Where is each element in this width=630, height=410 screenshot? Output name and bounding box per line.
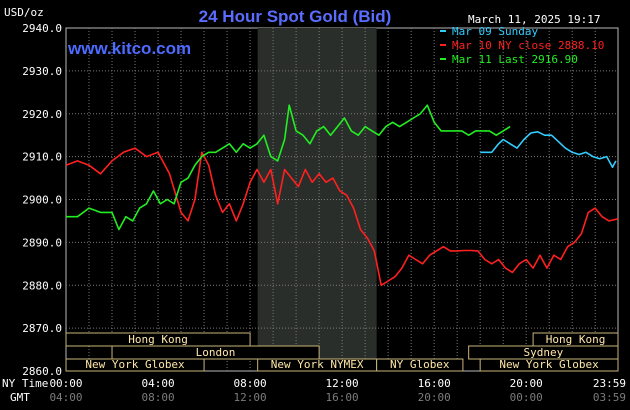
session-bar-bottom — [479, 358, 619, 372]
series-line-1 — [480, 131, 617, 169]
legend-label-series-2: Mar 10 NY close 2888.10 — [452, 39, 604, 52]
x-tick-label-ny: 23:59 — [593, 377, 626, 390]
x-tick-label-gmt: 00:00 — [510, 391, 543, 404]
legend-label-series-1: Mar 09 Sunday — [452, 25, 538, 38]
legend-swatch-series-1 — [440, 30, 446, 32]
legend-swatch-series-3 — [440, 58, 446, 60]
date-stamp: March 11, 2025 19:17 — [468, 13, 600, 26]
y-axis-labels: 2940.0 2930.0 2920.0 2910.0 2900.0 2890.0 2880… — [22, 22, 62, 378]
x-tick-label-ny: 04:00 — [141, 377, 174, 390]
session-bar-mid — [111, 345, 320, 360]
session-bar-bottom — [376, 358, 464, 372]
session-bar-bottom — [65, 358, 205, 372]
x-tick-label-gmt: 20:00 — [418, 391, 451, 404]
y-tick-label: 2910.0 — [22, 151, 62, 164]
session-label-top: Hong Kong — [128, 333, 188, 346]
price-series-lines — [65, 104, 619, 287]
y-tick-label: 2940.0 — [22, 22, 62, 35]
x-tick-label-ny: 16:00 — [418, 377, 451, 390]
x-axis-ny-time-label: NY Time — [2, 377, 48, 390]
x-tick-label-gmt: 12:00 — [234, 391, 267, 404]
session-label-bottom: New York Globex — [85, 358, 185, 371]
y-tick-label: 2930.0 — [22, 65, 62, 78]
x-axis-gmt-label: GMT — [10, 391, 30, 404]
series-line-3 — [66, 104, 511, 231]
x-tick-label-gmt: 03:59 — [593, 391, 626, 404]
y-tick-label: 2880.0 — [22, 279, 62, 292]
x-tick-label-ny: 00:00 — [49, 377, 82, 390]
session-label-bottom: NY Globex — [390, 358, 450, 371]
x-tick-label-ny: 20:00 — [510, 377, 543, 390]
y-tick-label: 2860.0 — [22, 365, 62, 378]
nymex-session-highlight — [257, 28, 377, 371]
y-tick-label: 2890.0 — [22, 236, 62, 249]
chart-title: 24 Hour Spot Gold (Bid) — [199, 7, 392, 26]
session-label-bottom: New York Globex — [499, 358, 599, 371]
session-label-mid: Sydney — [523, 346, 563, 359]
legend-swatch-series-2 — [440, 44, 446, 46]
series-line-2 — [65, 147, 619, 287]
y-axis-unit-label: USD/oz — [4, 6, 44, 19]
x-tick-label-gmt: 04:00 — [49, 391, 82, 404]
x-tick-label-ny: 08:00 — [234, 377, 267, 390]
session-label-bottom: New York NYMEX — [271, 358, 364, 371]
chart-legend: Mar 09 Sunday Mar 10 NY close 2888.10 Ma… — [440, 25, 604, 66]
x-tick-label-gmt: 08:00 — [141, 391, 174, 404]
kitco-watermark: www.kitco.com — [67, 39, 191, 58]
y-tick-label: 2900.0 — [22, 194, 62, 207]
y-tick-label: 2920.0 — [22, 108, 62, 121]
legend-label-series-3: Mar 11 Last 2916.90 — [452, 53, 578, 66]
y-tick-label: 2870.0 — [22, 322, 62, 335]
session-label-top: Hong Kong — [546, 333, 606, 346]
x-axis-labels: 00:0004:0004:0008:0008:0012:0012:0016:00… — [49, 377, 626, 404]
x-tick-label-gmt: 16:00 — [326, 391, 359, 404]
session-label-mid: London — [196, 346, 236, 359]
grid-lines — [66, 28, 618, 371]
x-tick-label-ny: 12:00 — [326, 377, 359, 390]
